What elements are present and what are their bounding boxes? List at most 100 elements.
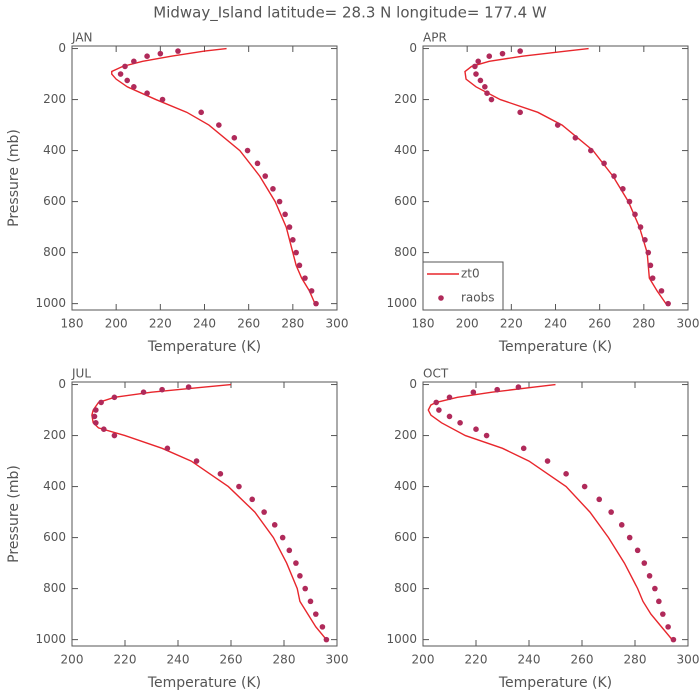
panel-label: OCT	[423, 367, 449, 381]
obs-point	[475, 58, 482, 65]
obs-point	[140, 389, 147, 396]
obs-point	[254, 160, 261, 167]
obs-point	[660, 611, 666, 617]
obs-point	[279, 534, 286, 541]
obs-point	[473, 71, 479, 77]
y-axis-label: Pressure (mb)	[6, 129, 22, 227]
obs-point	[486, 53, 493, 60]
obs-point	[646, 573, 653, 579]
y-tick-label: 800	[394, 581, 417, 595]
obs-point	[185, 384, 192, 390]
obs-point	[611, 173, 617, 179]
obs-point	[91, 413, 98, 420]
obs-point	[641, 560, 648, 566]
obs-point	[572, 135, 579, 141]
obs-point	[175, 48, 181, 54]
obs-point	[554, 122, 561, 128]
x-tick-label: 240	[167, 653, 190, 667]
y-tick-label: 400	[43, 143, 66, 157]
x-tick-label: 200	[412, 653, 435, 667]
obs-point	[656, 598, 662, 605]
obs-point	[282, 211, 288, 218]
obs-point	[601, 160, 607, 167]
obs-point	[98, 399, 104, 406]
obs-point	[620, 186, 626, 192]
obs-point	[544, 458, 551, 464]
panel-label: JAN	[71, 31, 93, 45]
obs-point	[93, 407, 99, 413]
obs-point	[307, 598, 314, 605]
obs-point	[293, 249, 299, 256]
obs-point	[249, 496, 255, 503]
obs-point	[313, 300, 319, 307]
x-tick-label: 260	[571, 653, 594, 667]
obs-point	[626, 534, 633, 541]
obs-point	[645, 249, 652, 256]
obs-point	[302, 585, 309, 592]
x-tick-label: 220	[114, 653, 137, 667]
profile-line	[111, 47, 316, 304]
y-tick-label: 1000	[35, 296, 66, 310]
obs-point	[323, 636, 330, 643]
obs-point	[157, 50, 164, 57]
x-tick-label: 240	[193, 317, 216, 331]
obs-point	[520, 445, 527, 452]
obs-point	[131, 84, 137, 90]
legend-point	[438, 295, 444, 301]
obs-point	[313, 611, 319, 617]
obs-point	[652, 585, 658, 592]
x-tick-label: 280	[273, 653, 296, 667]
x-tick-label: 180	[412, 317, 435, 331]
plot-frame	[71, 381, 338, 647]
profile-line	[91, 383, 327, 641]
obs-point	[634, 547, 641, 554]
obs-point	[433, 399, 440, 406]
obs-point	[483, 432, 490, 439]
obs-point	[632, 211, 638, 218]
y-tick-label: 200	[43, 92, 66, 106]
plot-frame	[71, 45, 338, 311]
obs-point	[665, 624, 671, 630]
obs-point	[517, 109, 523, 116]
y-tick-label: 600	[43, 530, 66, 544]
obs-point	[446, 394, 453, 401]
obs-point	[665, 300, 671, 307]
obs-point	[596, 496, 603, 503]
x-tick-label: 280	[632, 317, 655, 331]
y-tick-label: 1000	[386, 296, 417, 310]
obs-point	[286, 224, 293, 230]
x-tick-label: 180	[61, 317, 84, 331]
obs-point	[470, 389, 477, 396]
obs-point	[101, 426, 107, 432]
obs-point	[647, 262, 654, 269]
obs-point	[618, 522, 625, 528]
obs-point	[217, 471, 224, 477]
obs-point	[276, 198, 283, 205]
y-tick-label: 800	[43, 581, 66, 595]
panel-label: APR	[423, 31, 447, 45]
obs-point	[244, 147, 251, 154]
panel-label: JUL	[71, 367, 91, 381]
x-tick-label: 260	[588, 317, 611, 331]
x-tick-label: 260	[220, 653, 243, 667]
obs-point	[658, 288, 665, 294]
obs-point	[159, 386, 165, 393]
obs-point	[290, 237, 296, 243]
plot-frame	[422, 381, 689, 647]
obs-point	[124, 77, 131, 84]
obs-point	[198, 109, 204, 116]
x-tick-label: 300	[326, 317, 349, 331]
y-tick-label: 600	[394, 530, 417, 544]
x-tick-label: 300	[326, 653, 349, 667]
x-axis-label: Temperature (K)	[147, 675, 261, 691]
obs-point	[111, 394, 118, 401]
obs-point	[637, 224, 644, 230]
obs-point	[608, 509, 614, 515]
obs-point	[482, 84, 488, 90]
x-tick-label: 220	[149, 317, 172, 331]
obs-point	[286, 547, 293, 554]
obs-point	[477, 77, 484, 84]
x-axis-label: Temperature (K)	[498, 339, 612, 355]
x-axis-label: Temperature (K)	[498, 675, 612, 691]
